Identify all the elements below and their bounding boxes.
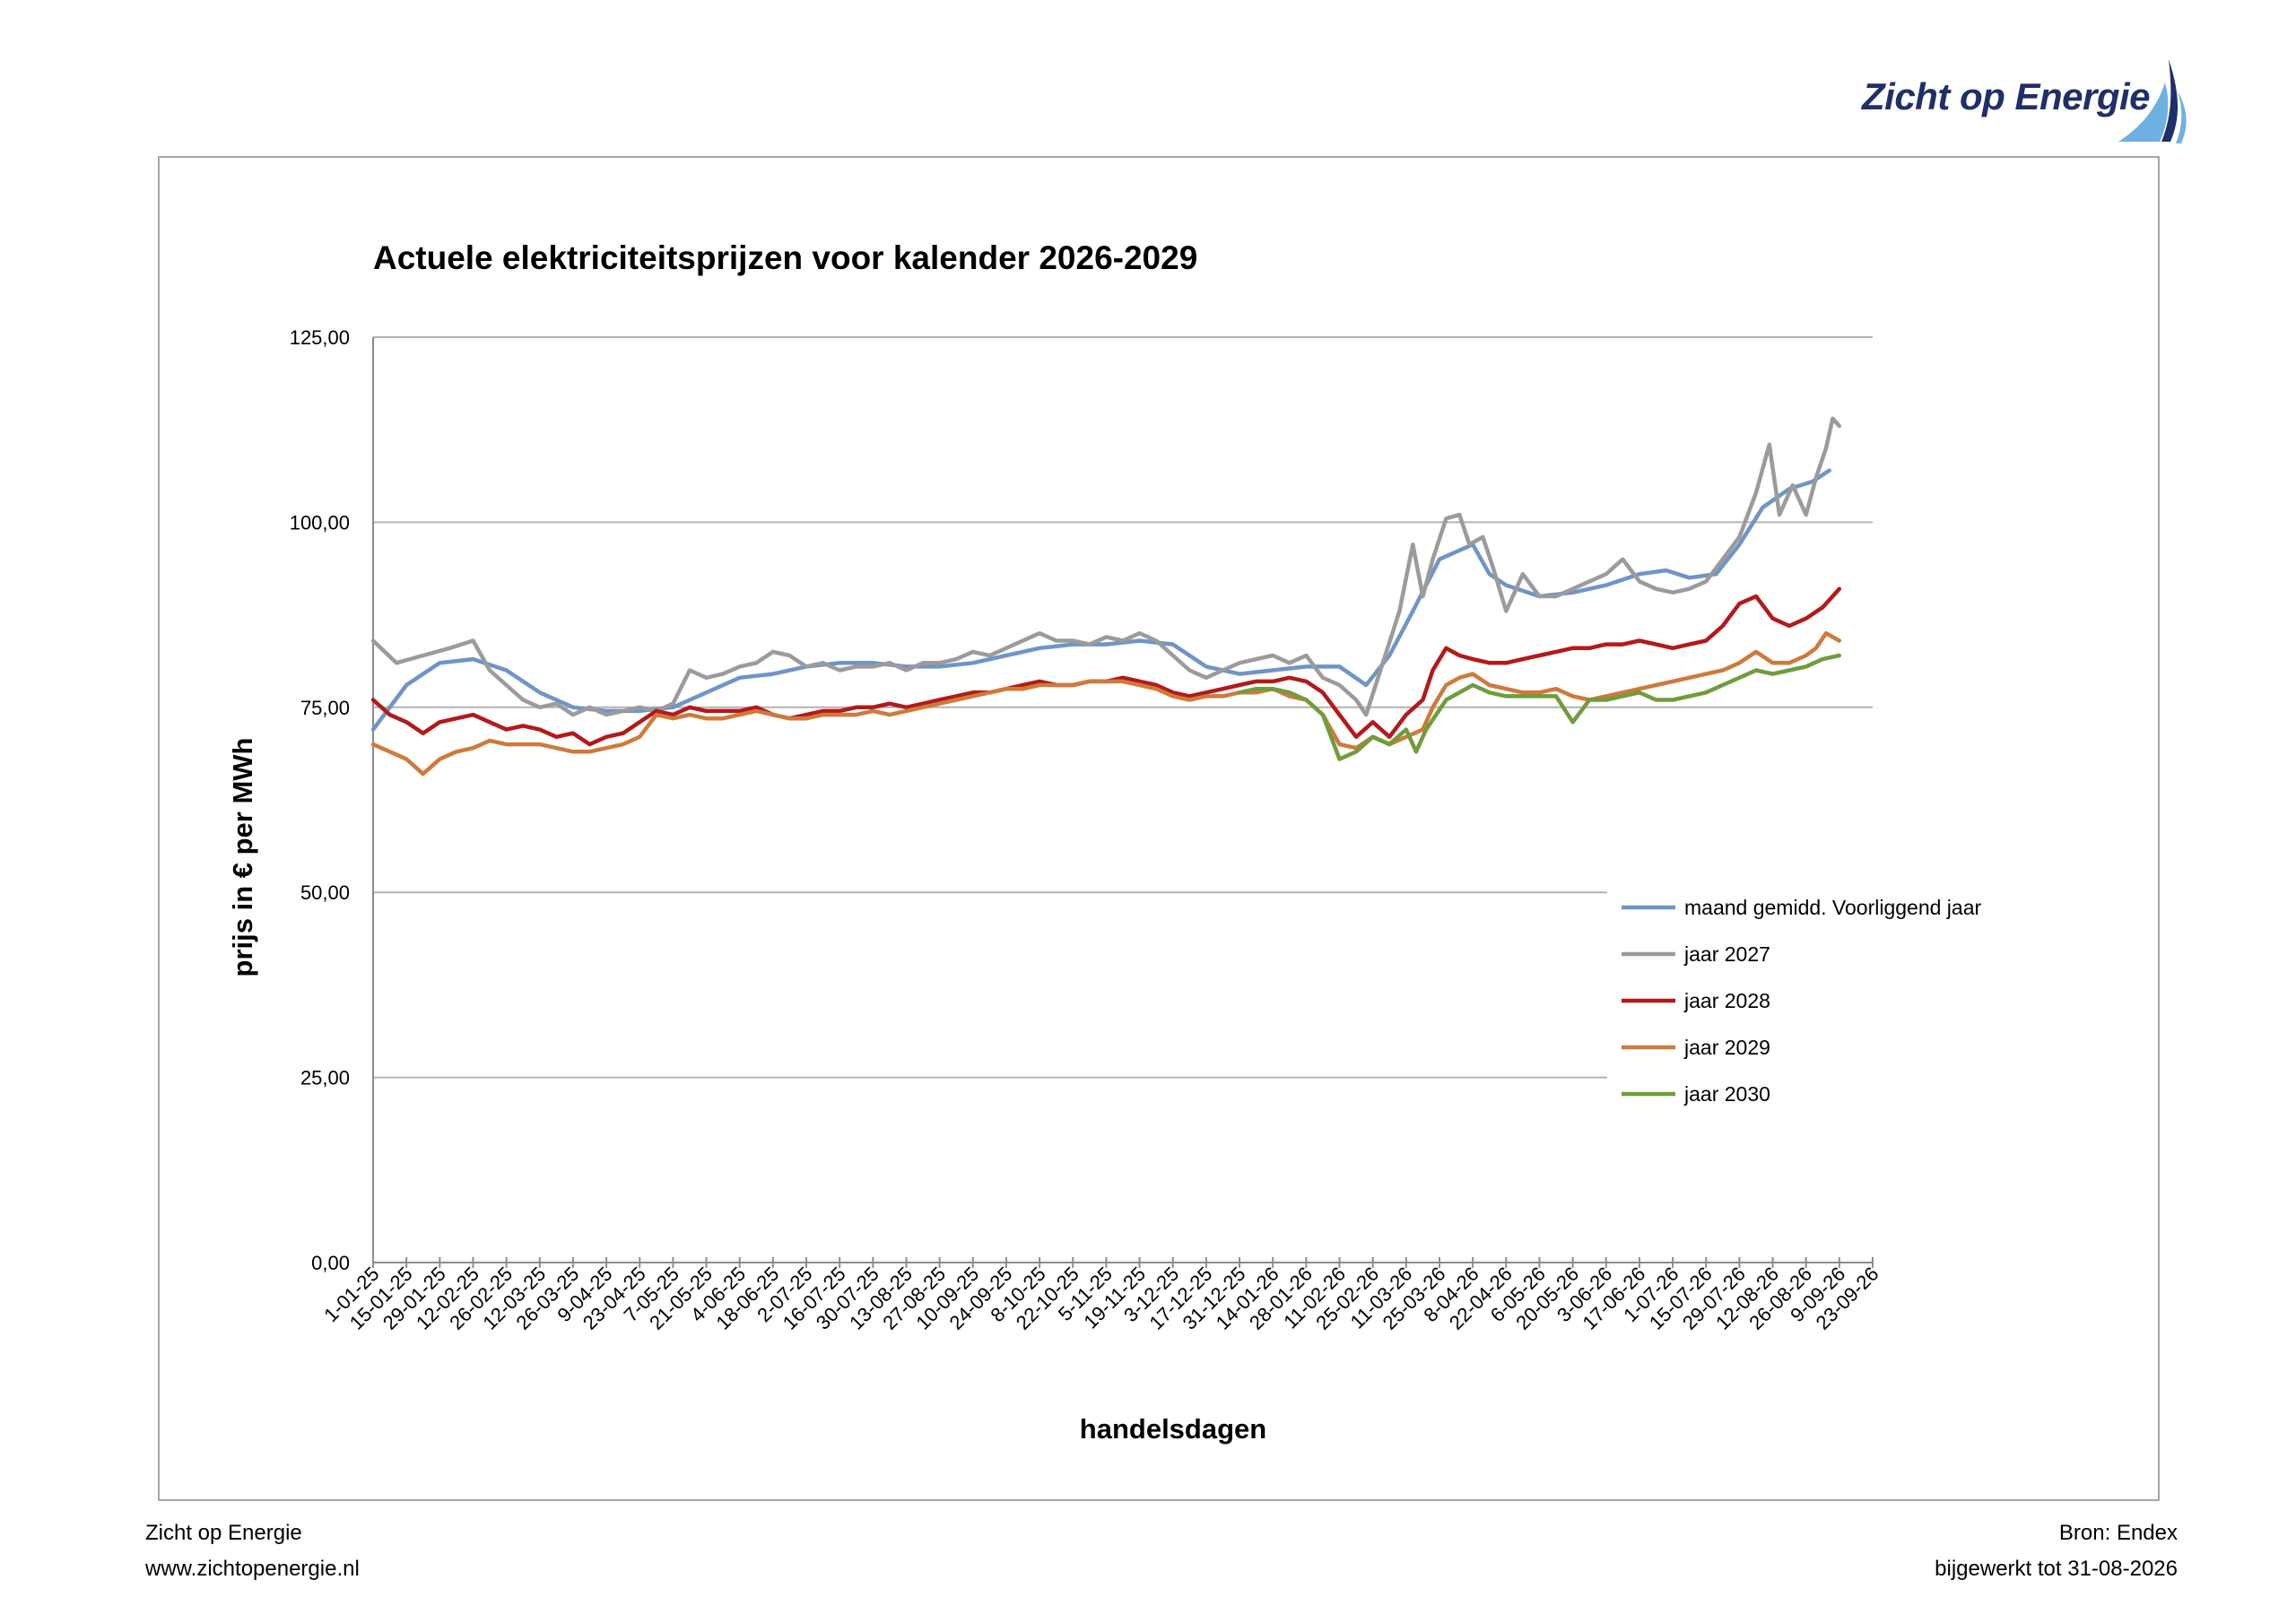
sail-logo-icon (2118, 59, 2187, 143)
y-tick-label: 0,00 (311, 1252, 350, 1274)
series-line-5 (1237, 653, 1842, 761)
x-axis-title: handelsdagen (1080, 1413, 1266, 1445)
legend-label: jaar 2027 (1683, 942, 1770, 966)
footer-left: Zicht op Energie www.zichtopenergie.nl (145, 1515, 360, 1587)
footer-right: Bron: Endex bijgewerkt tot 31-08-2026 (1935, 1515, 2178, 1587)
y-axis-title: prijs in € per MWh (227, 738, 258, 977)
y-tick-label: 50,00 (300, 881, 350, 904)
legend-label: jaar 2028 (1683, 989, 1770, 1012)
series-line-2 (370, 416, 1842, 717)
series-line-4 (370, 630, 1842, 777)
footer-website-link[interactable]: www.zichtopenergie.nl (145, 1557, 360, 1581)
footer-company: Zicht op Energie (145, 1521, 302, 1545)
price-line-chart: Actuele elektriciteitsprijzen voor kalen… (227, 239, 2011, 1445)
y-tick-label: 100,00 (290, 511, 350, 534)
footer-updated: bijgewerkt tot 31-08-2026 (1935, 1557, 2178, 1581)
chart-title: Actuele elektriciteitsprijzen voor kalen… (373, 239, 1197, 276)
y-tick-label: 125,00 (290, 326, 350, 349)
series-line-1 (370, 468, 1831, 732)
footer-source: Bron: Endex (2058, 1521, 2178, 1545)
zicht-op-energie-logo: Zicht op Energie (1839, 56, 2197, 145)
chart-frame: Actuele elektriciteitsprijzen voor kalen… (158, 156, 2160, 1501)
legend-label: jaar 2029 (1683, 1036, 1770, 1059)
legend-label: maand gemidd. Voorliggend jaar (1684, 896, 1982, 919)
y-tick-label: 25,00 (300, 1067, 350, 1089)
y-tick-label: 75,00 (300, 697, 350, 719)
series-line-3 (370, 586, 1842, 747)
logo-text: Zicht op Energie (1862, 75, 2151, 117)
legend-label: jaar 2030 (1683, 1082, 1770, 1106)
